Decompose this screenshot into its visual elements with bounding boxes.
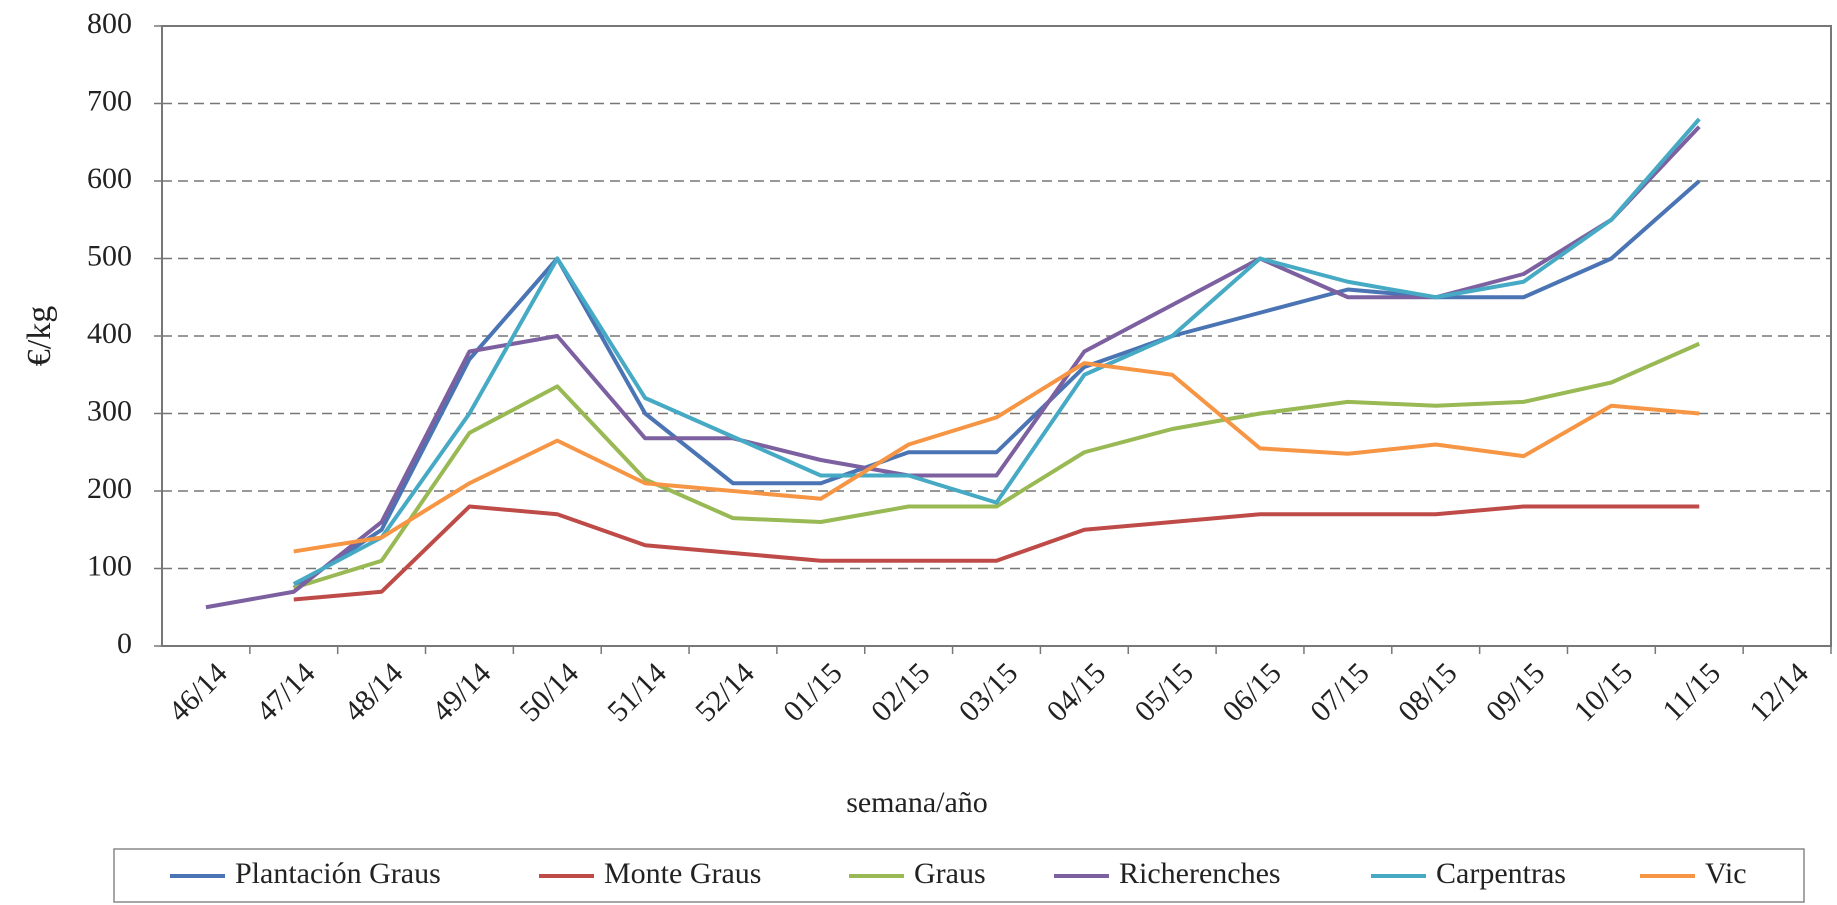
x-tick-label: 04/15 [1041,656,1113,728]
plot-border [161,25,1832,647]
x-tick-label: 12/14 [1743,656,1815,728]
x-tick-label: 08/15 [1392,656,1464,728]
x-tick-label: 10/15 [1568,656,1640,728]
y-axis-label: €/kg [21,306,58,366]
x-axis-label: semana/año [846,786,988,819]
x-tick-label: 50/14 [513,656,585,728]
series-line [205,125,1701,610]
y-tick-label: 300 [87,394,132,427]
series-line [293,341,1701,590]
x-tick-label: 05/15 [1128,656,1200,728]
series-line [292,117,1701,586]
series-line [293,361,1700,554]
legend-label: Graus [914,857,986,890]
y-tick-label: 700 [87,84,132,117]
y-tick-label: 200 [87,472,132,505]
y-tick-label: 800 [87,7,132,40]
y-tick-label: 400 [87,317,132,350]
legend-label: Vic [1705,857,1747,890]
legend-label: Richerenches [1119,857,1281,890]
x-tick-label: 07/15 [1304,656,1376,728]
x-tick-label: 03/15 [953,656,1025,728]
x-tick-label: 52/14 [689,656,761,728]
legend-box [113,848,1805,903]
y-tick-label: 500 [87,239,132,272]
x-tick-label: 01/15 [777,656,849,728]
x-tick-label: 51/14 [601,656,673,728]
x-tick-label: 48/14 [338,656,410,728]
x-tick-label: 49/14 [426,656,498,728]
x-tick-label: 11/15 [1656,656,1727,727]
y-tick-label: 600 [87,162,132,195]
x-tick-label: 47/14 [250,656,322,728]
x-tick-label: 02/15 [865,656,937,728]
legend-label: Monte Graus [604,857,761,890]
y-tick-label: 100 [87,549,132,582]
series-line [293,504,1700,602]
x-tick-label: 09/15 [1480,656,1552,728]
legend-label: Plantación Graus [235,857,441,890]
y-tick-label: 0 [117,627,132,660]
legend-label: Carpentras [1436,857,1566,890]
x-tick-label: 46/14 [162,656,234,728]
x-tick-label: 06/15 [1216,656,1288,728]
series-line [292,179,1701,590]
